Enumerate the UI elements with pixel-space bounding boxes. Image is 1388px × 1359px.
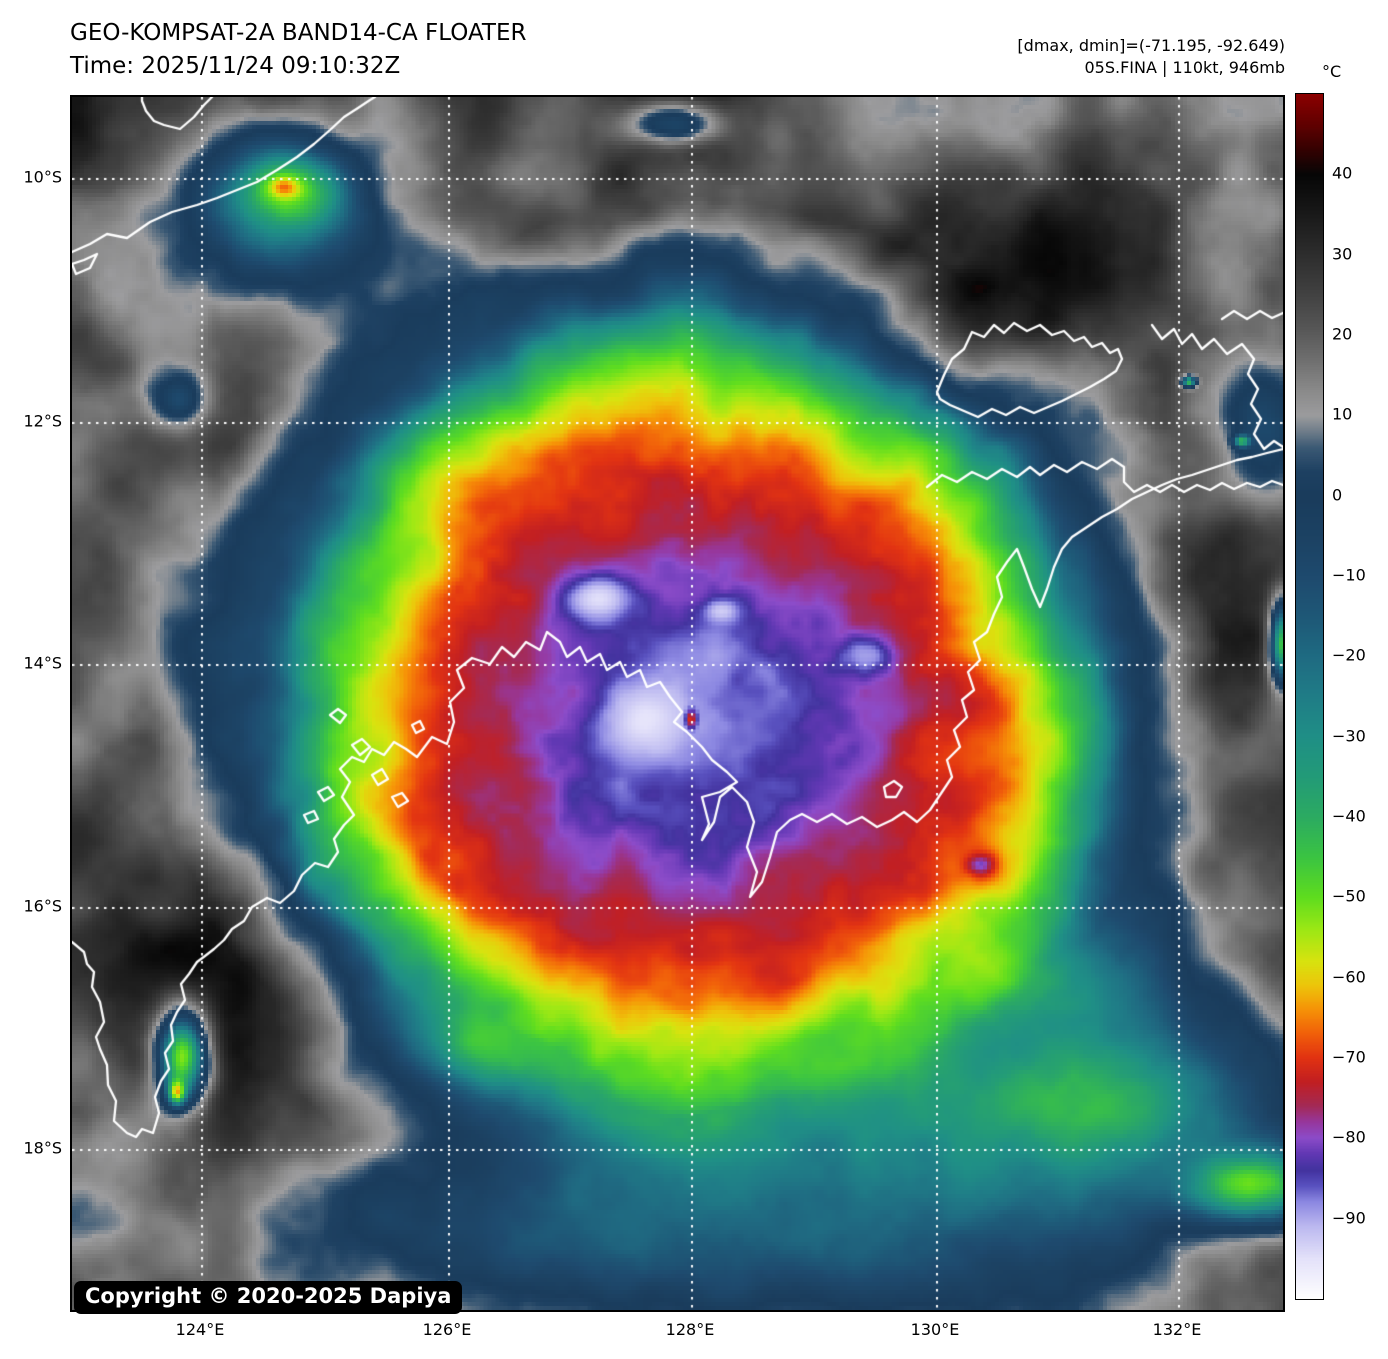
y-tick-label: 12°S [23,411,62,431]
colorbar-tick-label: 10 [1332,404,1353,424]
x-tick-label: 132°E [1152,1320,1202,1339]
colorbar-tick-label: 40 [1332,163,1353,183]
colorbar-tick-label: −60 [1332,967,1366,987]
colorbar-tick-label: −90 [1332,1208,1366,1228]
timestamp-label: Time: 2025/11/24 09:10:32Z [70,53,401,79]
colorbar-tick-label: −70 [1332,1047,1366,1067]
y-tick-label: 10°S [23,167,62,187]
colorbar-tick-label: −10 [1332,565,1366,585]
colorbar-tick-label: −20 [1332,645,1366,665]
colorbar [1295,93,1324,1300]
y-tick-label: 16°S [23,896,62,916]
colorbar-gradient [1296,94,1323,1299]
x-tick-label: 130°E [910,1320,960,1339]
satellite-map: Copyright © 2020-2025 Dapiya [70,95,1285,1314]
colorbar-tick-label: 30 [1332,244,1353,264]
storm-info-label: 05S.FINA | 110kt, 946mb [1084,58,1285,77]
colorbar-tick-label: −30 [1332,726,1366,746]
y-tick-label: 18°S [23,1138,62,1158]
y-tick-label: 14°S [23,653,62,673]
colorbar-tick-label: −50 [1332,886,1366,906]
x-tick-label: 124°E [175,1320,225,1339]
dmax-dmin-label: [dmax, dmin]=(-71.195, -92.649) [1017,36,1285,55]
colorbar-tick-label: 20 [1332,324,1353,344]
grid-coastline-overlay [72,97,1283,1310]
x-tick-label: 126°E [422,1320,472,1339]
colorbar-tick-label: −40 [1332,806,1366,826]
page-title: GEO-KOMPSAT-2A BAND14-CA FLOATER [70,20,527,46]
x-tick-label: 128°E [665,1320,715,1339]
copyright-badge: Copyright © 2020-2025 Dapiya [74,1281,463,1314]
colorbar-tick-label: 0 [1332,485,1343,505]
colorbar-tick-label: −80 [1332,1127,1366,1147]
colorbar-unit-label: °C [1322,62,1342,81]
